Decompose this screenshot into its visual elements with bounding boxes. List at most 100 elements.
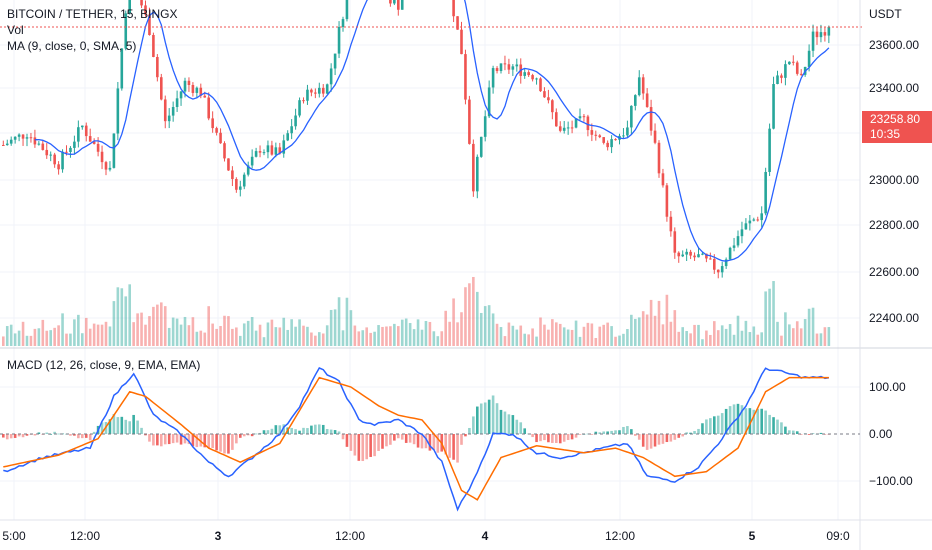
volume-bar	[515, 329, 519, 346]
volume-bar	[179, 324, 183, 346]
candle-body	[531, 75, 534, 80]
volume-bar	[807, 308, 811, 346]
symbol-title[interactable]: BITCOIN / TETHER, 15, BINGX	[7, 7, 178, 21]
price-tick-label: 22400.00	[869, 311, 919, 325]
volume-bar	[819, 333, 823, 346]
candle-body	[242, 174, 246, 187]
volume-bar	[720, 325, 724, 346]
candle-body	[290, 126, 293, 134]
candle-body	[329, 68, 333, 85]
volume-bar	[815, 333, 819, 346]
candle-body	[29, 137, 33, 139]
volume-bar	[361, 330, 365, 346]
volume-bar	[223, 315, 226, 346]
volume-bar	[776, 321, 779, 346]
volume-bar	[657, 300, 661, 346]
histogram-bar	[223, 434, 226, 454]
histogram-bar	[551, 434, 554, 443]
candle-body	[239, 186, 242, 190]
volume-bar	[539, 317, 542, 346]
histogram-bar	[499, 409, 503, 434]
candle-body	[254, 151, 258, 157]
candle-body	[400, 0, 404, 10]
candle-body	[100, 151, 104, 163]
histogram-bar	[645, 434, 649, 450]
histogram-bar	[697, 428, 700, 434]
histogram-bar	[776, 419, 779, 434]
histogram-bar	[140, 427, 143, 434]
volume-bar	[21, 321, 25, 346]
volume-bar	[665, 294, 669, 346]
candle-body	[626, 127, 629, 136]
ma-legend[interactable]: MA (9, close, 0, SMA, 5)	[7, 39, 137, 53]
candle-body	[460, 29, 463, 55]
histogram-bar	[649, 434, 653, 449]
candle-body	[314, 92, 317, 94]
volume-bar	[314, 335, 317, 346]
candle-body	[657, 142, 661, 174]
histogram-bar	[543, 434, 546, 441]
candle-body	[724, 259, 728, 267]
volume-bar	[246, 320, 250, 346]
candle-body	[720, 266, 724, 273]
volume-bar	[92, 323, 96, 346]
volume-bar	[199, 330, 203, 346]
volume-bar	[412, 329, 416, 346]
candle-body	[286, 133, 289, 141]
time-tick-label: 12:00	[70, 529, 100, 543]
volume-bar	[318, 332, 321, 346]
volume-bar	[685, 331, 688, 346]
histogram-bar	[69, 434, 72, 436]
histogram-bar	[535, 434, 538, 443]
histogram-bar	[215, 434, 218, 451]
volume-bar	[649, 299, 653, 346]
histogram-bar	[203, 434, 207, 448]
histogram-bar	[756, 408, 760, 434]
candle-body	[511, 66, 515, 70]
candle-body	[325, 84, 329, 94]
volume-bar	[547, 329, 550, 346]
volume-bar	[673, 310, 677, 346]
histogram-bar	[81, 434, 84, 439]
volume-bar	[108, 326, 112, 346]
price-tick-label: 22800.00	[869, 218, 919, 232]
histogram-bar	[148, 434, 151, 442]
histogram-bar	[566, 434, 570, 441]
volume-bar	[476, 291, 479, 346]
histogram-bar	[246, 434, 250, 436]
volume-bar	[677, 331, 681, 346]
volume-bar	[5, 326, 9, 346]
time-tick-label: 12:00	[335, 529, 365, 543]
candle-body	[88, 136, 92, 142]
signal-line	[3, 376, 829, 501]
candle-body	[507, 64, 511, 70]
histogram-bar	[780, 422, 783, 434]
volume-bar	[416, 319, 420, 346]
histogram-bar	[302, 427, 305, 434]
candle-body	[815, 31, 819, 38]
histogram-bar	[614, 430, 617, 434]
candle-body	[298, 100, 301, 116]
candle-body	[25, 137, 29, 139]
macd-axis-labels: 100.00 0.00 −100.00	[869, 380, 913, 488]
histogram-bar	[262, 430, 266, 434]
histogram-bar	[92, 431, 96, 434]
histogram-bar	[436, 434, 440, 453]
volume-bar	[404, 318, 408, 346]
candle-body	[653, 130, 657, 143]
volume-bars	[2, 276, 831, 346]
volume-bar	[29, 335, 33, 346]
volume-bar	[495, 323, 499, 346]
histogram-bar	[472, 416, 475, 434]
volume-bar	[523, 333, 526, 346]
histogram-bar	[53, 431, 56, 434]
volume-bar	[645, 314, 649, 346]
histogram-bar	[21, 434, 25, 438]
histogram-bar	[468, 427, 471, 434]
histogram-bar	[748, 408, 752, 434]
histogram-bar	[199, 434, 203, 447]
histogram-bar	[705, 419, 708, 434]
macd-legend[interactable]: MACD (12, 26, close, 9, EMA, EMA)	[7, 358, 201, 372]
volume-legend[interactable]: Vol	[7, 23, 24, 37]
